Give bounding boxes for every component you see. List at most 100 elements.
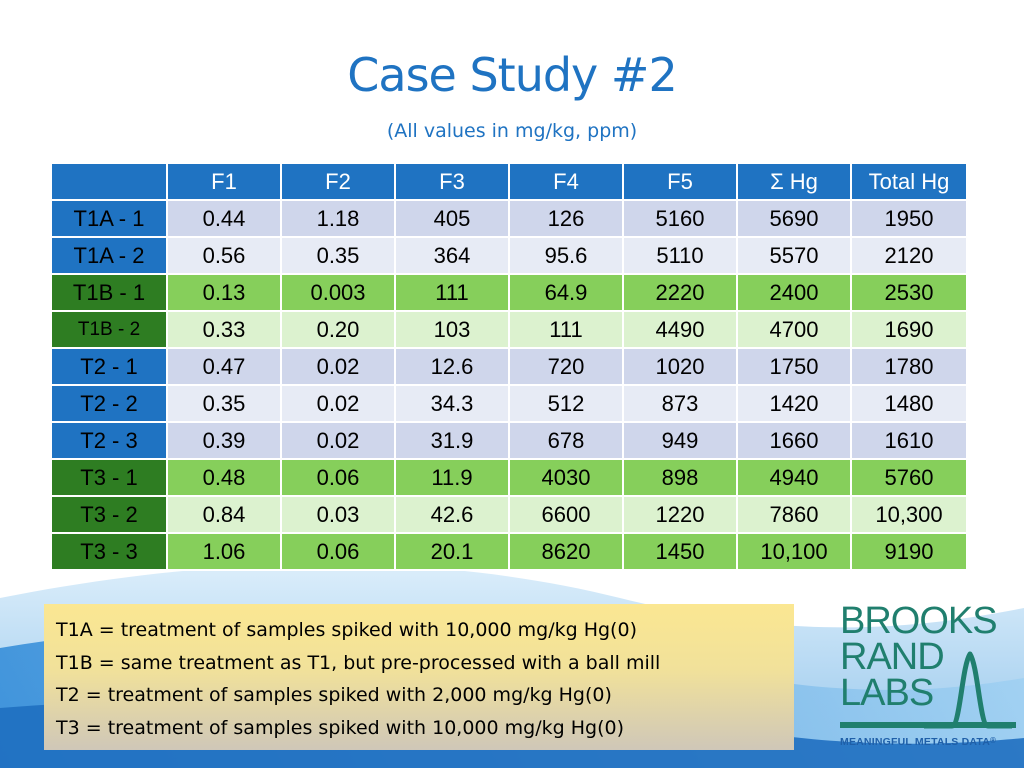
cell-f1: 0.13	[166, 273, 282, 312]
cell-f5: 5160	[622, 199, 738, 238]
cell-f4: 720	[508, 347, 624, 386]
legend-notes-box: T1A = treatment of samples spiked with 1…	[44, 604, 794, 750]
cell-sum-hg: 1750	[736, 347, 852, 386]
note-t2: T2 = treatment of samples spiked with 2,…	[56, 684, 612, 706]
header-f5: F5	[622, 162, 738, 201]
logo-word-labs: LABS	[840, 672, 934, 714]
cell-total-hg: 1780	[850, 347, 968, 386]
row-label: T3 - 3	[50, 532, 168, 571]
cell-total-hg: 2530	[850, 273, 968, 312]
cell-f4: 6600	[508, 495, 624, 534]
cell-f3: 405	[394, 199, 510, 238]
cell-f5: 5110	[622, 236, 738, 275]
cell-f4: 4030	[508, 458, 624, 497]
header-sum-hg: Σ Hg	[736, 162, 852, 201]
row-label: T1A - 2	[50, 236, 168, 275]
cell-f3: 11.9	[394, 458, 510, 497]
logo-tagline: MEANINGFUL METALS DATA®	[840, 736, 996, 748]
logo-underline	[840, 722, 1016, 728]
cell-sum-hg: 7860	[736, 495, 852, 534]
table-row: T3 - 1 0.48 0.06 11.9 4030 898 4940 5760	[50, 458, 968, 497]
cell-total-hg: 5760	[850, 458, 968, 497]
slide-subtitle: (All values in mg/kg, ppm)	[386, 120, 638, 142]
cell-sum-hg: 5690	[736, 199, 852, 238]
table-row: T1A - 1 0.44 1.18 405 126 5160 5690 1950	[50, 199, 968, 238]
cell-f2: 0.02	[280, 421, 396, 460]
cell-f2: 0.20	[280, 310, 396, 349]
cell-sum-hg: 1420	[736, 384, 852, 423]
registered-mark: ®	[990, 736, 997, 745]
cell-total-hg: 10,300	[850, 495, 968, 534]
cell-f1: 0.48	[166, 458, 282, 497]
cell-f5: 873	[622, 384, 738, 423]
cell-total-hg: 2120	[850, 236, 968, 275]
cell-f3: 31.9	[394, 421, 510, 460]
cell-f5: 898	[622, 458, 738, 497]
cell-sum-hg: 1660	[736, 421, 852, 460]
cell-f3: 103	[394, 310, 510, 349]
row-label: T2 - 3	[50, 421, 168, 460]
cell-f3: 34.3	[394, 384, 510, 423]
results-table: F1 F2 F3 F4 F5 Σ Hg Total Hg T1A - 1 0.4…	[50, 162, 968, 571]
cell-f3: 42.6	[394, 495, 510, 534]
logo-word-rand: RAND	[840, 636, 945, 678]
cell-f1: 0.33	[166, 310, 282, 349]
logo-tagline-text: MEANINGFUL METALS DATA	[840, 736, 991, 748]
cell-f5: 949	[622, 421, 738, 460]
cell-total-hg: 1690	[850, 310, 968, 349]
header-corner-cell	[50, 162, 168, 201]
row-label: T2 - 1	[50, 347, 168, 386]
cell-f2: 0.02	[280, 347, 396, 386]
cell-f4: 512	[508, 384, 624, 423]
table-row: T2 - 3 0.39 0.02 31.9 678 949 1660 1610	[50, 421, 968, 460]
cell-f5: 1450	[622, 532, 738, 571]
header-f2: F2	[280, 162, 396, 201]
cell-f4: 126	[508, 199, 624, 238]
cell-sum-hg: 5570	[736, 236, 852, 275]
note-t1b: T1B = same treatment as T1, but pre-proc…	[56, 651, 661, 674]
cell-sum-hg: 4940	[736, 458, 852, 497]
cell-f1: 0.44	[166, 199, 282, 238]
cell-f4: 95.6	[508, 236, 624, 275]
cell-f5: 2220	[622, 273, 738, 312]
cell-f2: 0.03	[280, 495, 396, 534]
table-row: T3 - 3 1.06 0.06 20.1 8620 1450 10,100 9…	[50, 532, 968, 571]
cell-f2: 0.06	[280, 532, 396, 571]
table-row: T1B - 1 0.13 0.003 111 64.9 2220 2400 25…	[50, 273, 968, 312]
row-label: T3 - 1	[50, 458, 168, 497]
header-f1: F1	[166, 162, 282, 201]
cell-f3: 20.1	[394, 532, 510, 571]
cell-f1: 0.56	[166, 236, 282, 275]
cell-f3: 111	[394, 273, 510, 312]
cell-f4: 678	[508, 421, 624, 460]
header-f4: F4	[508, 162, 624, 201]
row-label: T2 - 2	[50, 384, 168, 423]
cell-f1: 1.06	[166, 532, 282, 571]
cell-f2: 0.02	[280, 384, 396, 423]
table-row: T2 - 2 0.35 0.02 34.3 512 873 1420 1480	[50, 384, 968, 423]
table-row: T1B - 2 0.33 0.20 103 111 4490 4700 1690	[50, 310, 968, 349]
cell-f1: 0.39	[166, 421, 282, 460]
cell-total-hg: 9190	[850, 532, 968, 571]
note-t3: T3 = treatment of samples spiked with 10…	[56, 716, 624, 739]
peak-graph-icon	[924, 651, 1012, 729]
table-row: T1A - 2 0.56 0.35 364 95.6 5110 5570 212…	[50, 236, 968, 275]
cell-sum-hg: 2400	[736, 273, 852, 312]
table-row: T2 - 1 0.47 0.02 12.6 720 1020 1750 1780	[50, 347, 968, 386]
brooks-rand-labs-logo: BROOKS RAND LABS MEANINGFUL METALS DATA®	[836, 598, 1018, 758]
cell-f5: 1020	[622, 347, 738, 386]
slide-title: Case Study #2	[347, 48, 677, 102]
logo-word-brooks: BROOKS	[840, 600, 998, 642]
row-label: T3 - 2	[50, 495, 168, 534]
row-label: T1B - 2	[50, 310, 168, 349]
row-label: T1A - 1	[50, 199, 168, 238]
header-f3: F3	[394, 162, 510, 201]
cell-sum-hg: 10,100	[736, 532, 852, 571]
cell-f4: 8620	[508, 532, 624, 571]
cell-f2: 0.35	[280, 236, 396, 275]
cell-f1: 0.47	[166, 347, 282, 386]
cell-f2: 1.18	[280, 199, 396, 238]
cell-f2: 0.06	[280, 458, 396, 497]
cell-f4: 64.9	[508, 273, 624, 312]
note-t1a: T1A = treatment of samples spiked with 1…	[56, 619, 637, 641]
